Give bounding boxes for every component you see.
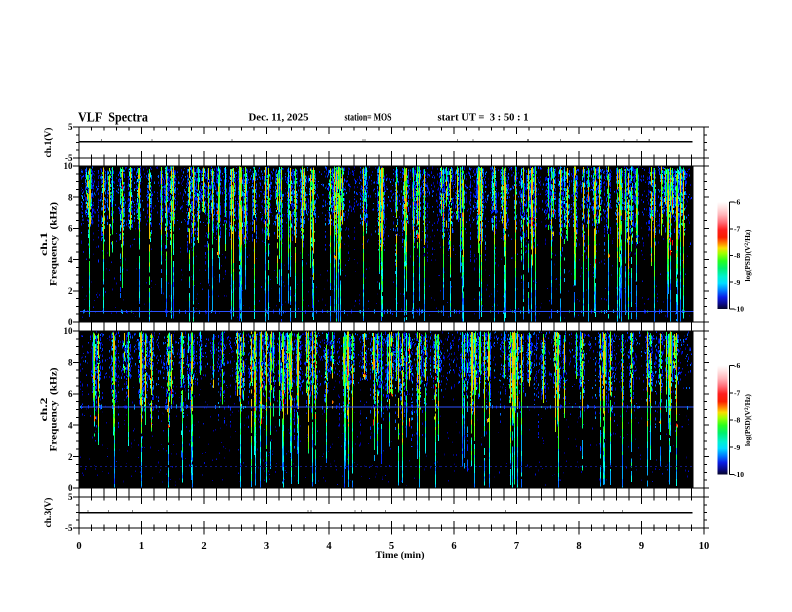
- svg-text:10: 10: [699, 541, 710, 552]
- svg-text:-10: -10: [734, 305, 744, 314]
- svg-text:0: 0: [76, 541, 81, 552]
- svg-text:ch.1(V): ch.1(V): [43, 128, 54, 158]
- svg-text:4: 4: [68, 420, 73, 430]
- svg-text:start UT = 3 : 50 : 1: start UT = 3 : 50 : 1: [438, 112, 529, 124]
- svg-text:-8: -8: [734, 251, 740, 260]
- svg-text:0: 0: [68, 483, 73, 493]
- svg-text:ch.3(V): ch.3(V): [43, 498, 54, 528]
- svg-text:ch.2: ch.2: [40, 397, 50, 421]
- svg-text:log(PSD)(V2/Hz): log(PSD)(V2/Hz): [743, 229, 752, 281]
- svg-text:6: 6: [68, 224, 73, 234]
- svg-text:2: 2: [68, 452, 73, 462]
- svg-text:8: 8: [576, 541, 581, 552]
- svg-text:-6: -6: [734, 361, 740, 370]
- svg-text:-5: -5: [65, 523, 73, 533]
- svg-text:3: 3: [264, 541, 269, 552]
- svg-text:Frequency (kHz): Frequency (kHz): [49, 368, 60, 452]
- svg-text:2: 2: [68, 286, 73, 296]
- svg-text:2: 2: [201, 541, 206, 552]
- svg-text:5: 5: [389, 541, 394, 552]
- svg-text:6: 6: [68, 389, 73, 399]
- svg-text:-10: -10: [734, 470, 744, 479]
- svg-text:-9: -9: [734, 443, 740, 452]
- svg-text:-9: -9: [734, 278, 740, 287]
- svg-text:8: 8: [68, 192, 73, 202]
- svg-text:10: 10: [64, 161, 74, 171]
- svg-text:Dec. 11, 2025: Dec. 11, 2025: [249, 112, 309, 124]
- svg-text:Time (min): Time (min): [376, 550, 425, 560]
- svg-text:0: 0: [68, 317, 73, 327]
- svg-text:ch.1: ch.1: [40, 232, 50, 256]
- svg-text:1: 1: [139, 541, 144, 552]
- svg-text:8: 8: [68, 358, 73, 368]
- svg-text:log(PSD)(V2/Hz): log(PSD)(V2/Hz): [743, 394, 752, 446]
- svg-text:-6: -6: [734, 198, 740, 207]
- svg-text:10: 10: [64, 326, 74, 336]
- svg-text:4: 4: [68, 255, 73, 265]
- svg-text:-8: -8: [734, 416, 740, 425]
- svg-text:station= MOS: station= MOS: [345, 112, 392, 124]
- svg-text:Frequency (kHz): Frequency (kHz): [49, 202, 60, 286]
- svg-text:-5: -5: [65, 153, 73, 163]
- svg-text:-7: -7: [734, 224, 740, 233]
- svg-text:6: 6: [451, 541, 456, 552]
- svg-text:-7: -7: [734, 388, 740, 397]
- svg-text:5: 5: [68, 122, 73, 132]
- svg-text:4: 4: [326, 541, 332, 552]
- svg-text:7: 7: [514, 541, 519, 552]
- svg-text:9: 9: [639, 541, 644, 552]
- svg-text:VLF Spectra: VLF Spectra: [78, 111, 148, 126]
- svg-text:5: 5: [68, 492, 73, 502]
